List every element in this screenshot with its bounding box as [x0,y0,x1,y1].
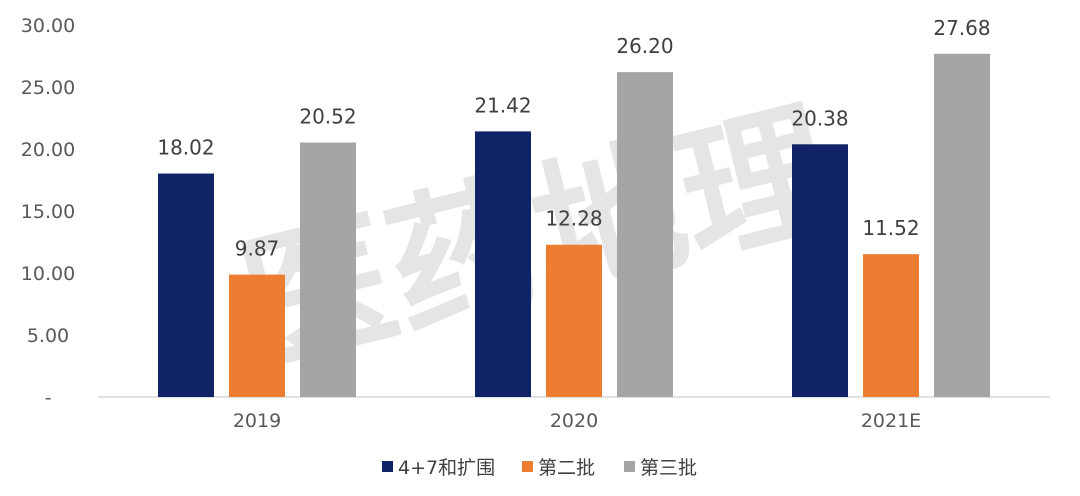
legend-label: 4+7和扩围 [398,457,495,479]
data-label: 26.20 [616,34,673,58]
x-axis: 2019 2020 2021E [233,410,921,432]
y-tick-label: 30.00 [21,15,75,37]
bars: 18.02 21.42 20.38 9.87 12.28 11.52 20.52 26.20 2… [157,16,991,398]
y-tick-label: 25.00 [21,77,75,99]
x-tick-label: 2019 [233,410,281,432]
data-label: 12.28 [545,207,602,231]
x-tick-label: 2021E [861,410,921,432]
data-label: 20.38 [791,106,848,130]
data-label: 27.68 [933,16,990,40]
data-label: 18.02 [157,136,214,160]
y-tick-label: 15.00 [21,201,75,223]
y-tick-label: 10.00 [21,263,75,285]
data-label: 11.52 [862,216,919,240]
y-tick-label: 20.00 [21,139,75,161]
bar-2020-series-0 [475,131,531,397]
y-tick-label: - [45,387,52,409]
legend-label: 第三批 [640,457,697,479]
legend-label: 第二批 [538,457,595,479]
legend-swatch [382,461,393,472]
bar-2021E-series-0 [792,144,848,397]
legend-swatch [624,461,635,472]
legend-swatch [522,461,533,472]
bar-2020-series-2 [617,72,673,398]
x-tick-label: 2020 [550,410,598,432]
bar-2019-series-2 [300,142,356,397]
data-label: 9.87 [235,237,280,261]
y-tick-label: 5.00 [27,325,69,347]
bar-2019-series-0 [158,173,214,397]
data-label: 21.42 [474,93,531,117]
data-label: 20.52 [299,105,356,129]
bar-2019-series-1 [229,274,285,397]
bar-2021E-series-1 [863,254,919,397]
y-axis: - 5.00 10.00 15.00 20.00 25.00 30.00 [21,15,75,409]
bar-2021E-series-2 [934,53,990,397]
bar-2020-series-1 [546,244,602,397]
legend: 4+7和扩围 第二批 第三批 [382,457,697,479]
